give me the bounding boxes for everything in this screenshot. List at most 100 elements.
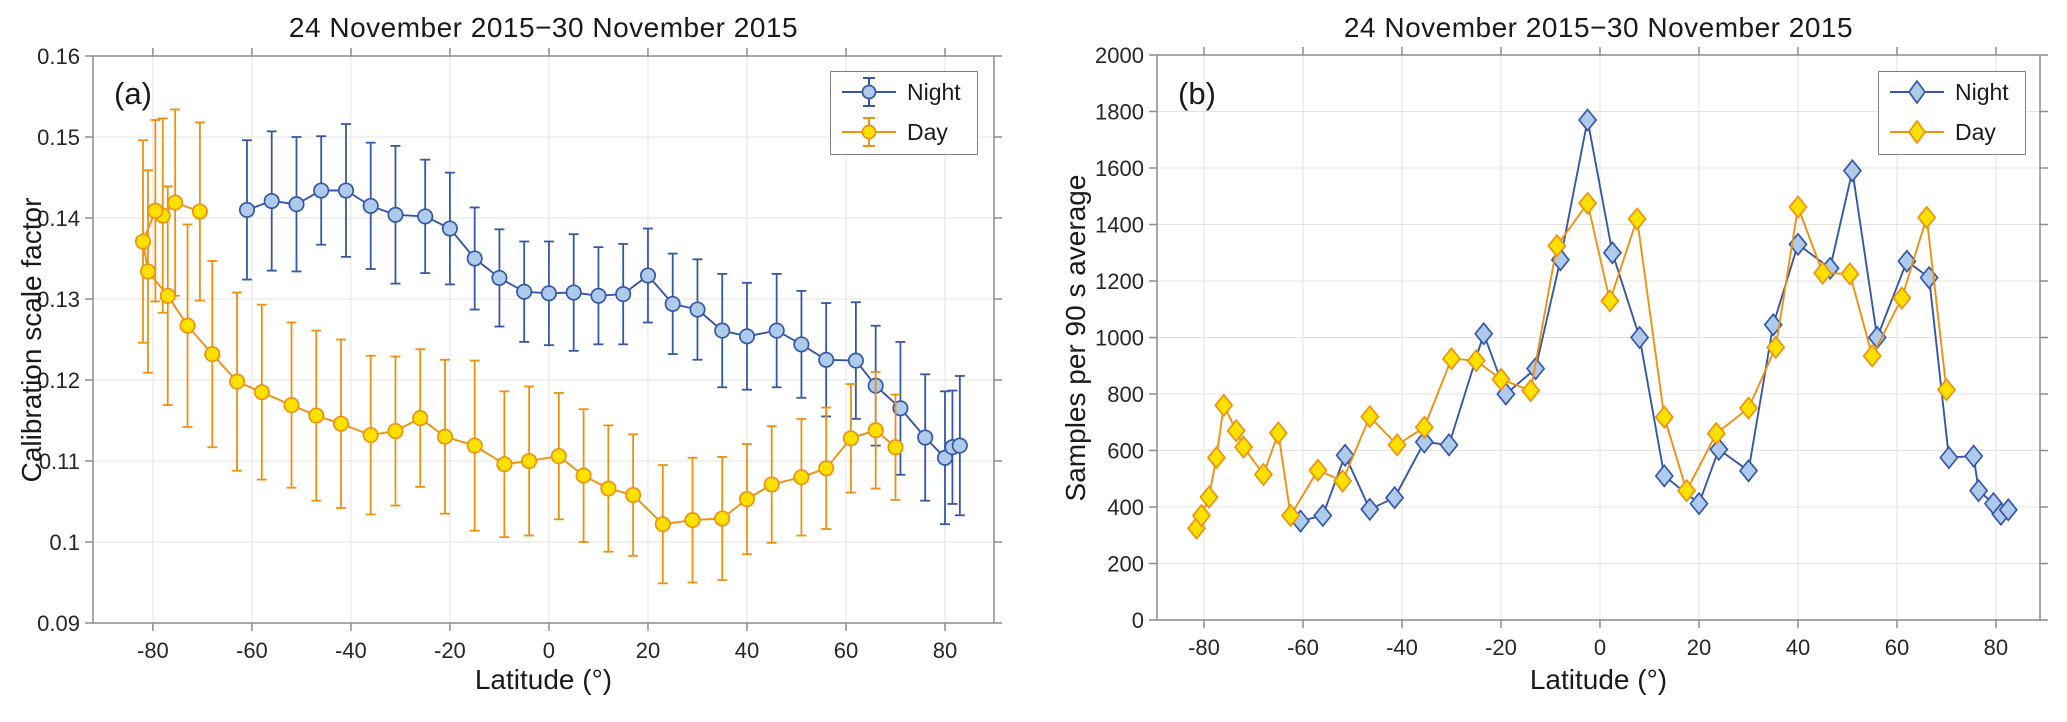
day-errorbar-symbol-icon bbox=[842, 117, 896, 147]
day-marker bbox=[1268, 421, 1288, 445]
night-marker bbox=[313, 182, 330, 199]
legend-night-label: Night bbox=[907, 78, 961, 105]
panel-a-yaxis-label: Calibration scale factor bbox=[16, 197, 47, 483]
day-line-symbol-icon bbox=[1890, 119, 1944, 145]
day-marker bbox=[1226, 418, 1246, 443]
day-marker bbox=[1253, 462, 1273, 487]
night-marker bbox=[1630, 325, 1650, 350]
y-tick-label: 0.14 bbox=[37, 206, 80, 231]
panel-a-xaxis-label: Latitude (°) bbox=[474, 664, 613, 695]
day-marker bbox=[600, 480, 617, 497]
series-night-line bbox=[1300, 119, 2009, 523]
day-marker bbox=[1547, 233, 1567, 258]
day-marker bbox=[229, 373, 246, 390]
day-marker bbox=[521, 452, 538, 470]
day-marker bbox=[793, 469, 810, 486]
day-marker bbox=[134, 233, 152, 250]
day-marker bbox=[1234, 435, 1254, 459]
day-marker bbox=[1491, 367, 1511, 392]
day-marker bbox=[496, 456, 513, 473]
legend-entry-night: Night bbox=[831, 72, 977, 112]
night-marker bbox=[466, 250, 483, 267]
tick-labels: -80 -60 -40 -20 0 20 40 60 800200400600800100012… bbox=[1095, 43, 2008, 660]
day-marker bbox=[308, 407, 325, 424]
night-marker bbox=[1763, 312, 1783, 337]
night-marker bbox=[1964, 444, 1984, 468]
day-marker bbox=[1892, 286, 1912, 310]
day-marker bbox=[412, 410, 429, 427]
y-tick-label: 0.09 bbox=[37, 611, 80, 636]
night-marker bbox=[847, 352, 864, 369]
day-marker bbox=[1466, 348, 1486, 373]
x-tick-label: -20 bbox=[434, 638, 466, 663]
night-marker bbox=[590, 287, 607, 304]
day-marker bbox=[1191, 503, 1212, 528]
y-tick-label: 1800 bbox=[1095, 100, 1144, 125]
series-day bbox=[134, 108, 904, 585]
day-marker bbox=[362, 427, 379, 444]
series-night bbox=[1290, 108, 2018, 533]
night-marker bbox=[387, 206, 404, 223]
day-marker bbox=[167, 194, 184, 211]
night-marker bbox=[516, 283, 533, 300]
y-tick-label: 1200 bbox=[1095, 269, 1144, 294]
day-marker bbox=[283, 397, 300, 414]
y-tick-label: 0.16 bbox=[37, 44, 80, 69]
day-marker bbox=[550, 448, 567, 465]
series-night bbox=[238, 123, 968, 526]
panel-a-plot: -80 -60 -40 -20 0 20 40 60 80 0.09 0.1 0.11 0.12 0.13… bbox=[37, 44, 1002, 663]
day-marker bbox=[1766, 335, 1786, 360]
x-tick-label: 40 bbox=[735, 638, 759, 663]
legend-entry-night: Night bbox=[1879, 72, 2025, 112]
night-marker bbox=[639, 267, 657, 284]
night-marker bbox=[1385, 485, 1405, 510]
day-marker bbox=[139, 263, 157, 280]
x-tick-label: 60 bbox=[1885, 635, 1909, 660]
x-tick-label: 0 bbox=[1594, 635, 1606, 660]
panel-a-label: (a) bbox=[114, 76, 152, 111]
day-marker bbox=[1677, 478, 1697, 503]
day-marker bbox=[1441, 346, 1462, 371]
day-marker bbox=[1862, 344, 1882, 368]
y-tick-label: 0.15 bbox=[37, 125, 80, 150]
night-marker bbox=[1709, 437, 1729, 462]
legend-day-label: Day bbox=[1955, 118, 1996, 145]
day-marker bbox=[1654, 405, 1674, 430]
y-tick-label: 0.13 bbox=[37, 287, 80, 312]
night-marker bbox=[362, 197, 379, 214]
night-marker bbox=[263, 192, 280, 210]
panel-b-label: (b) bbox=[1178, 76, 1216, 111]
night-marker bbox=[238, 201, 256, 218]
panel-a-title: 24 November 2015−30 November 2015 bbox=[288, 12, 799, 43]
day-marker bbox=[1917, 205, 1937, 230]
day-marker bbox=[818, 460, 835, 477]
day-marker bbox=[738, 491, 756, 508]
day-marker bbox=[867, 422, 884, 439]
night-errorbar-symbol-icon bbox=[842, 77, 896, 107]
day-marker bbox=[159, 287, 176, 304]
day-marker bbox=[1578, 191, 1598, 216]
day-marker bbox=[1214, 393, 1234, 418]
y-tick-label: 800 bbox=[1107, 382, 1144, 407]
y-tick-label: 1400 bbox=[1095, 213, 1144, 238]
x-tick-label: 80 bbox=[933, 638, 957, 663]
panel-b-legend: Night Day bbox=[1878, 71, 2026, 155]
day-marker bbox=[1627, 207, 1647, 231]
series-day bbox=[1187, 191, 1957, 541]
night-marker bbox=[714, 322, 731, 339]
night-marker bbox=[1335, 443, 1355, 468]
night-marker bbox=[664, 295, 681, 312]
tick-marks bbox=[85, 48, 1002, 631]
night-marker bbox=[1969, 478, 1989, 503]
day-marker bbox=[204, 346, 221, 363]
panel-a-legend: Night Day bbox=[830, 71, 978, 155]
day-marker bbox=[1308, 458, 1328, 483]
day-marker bbox=[191, 203, 208, 220]
x-tick-label: 40 bbox=[1786, 635, 1810, 660]
night-marker bbox=[1360, 497, 1380, 522]
night-marker bbox=[1602, 240, 1622, 265]
y-tick-label: 0 bbox=[1132, 608, 1144, 633]
legend-entry-day: Day bbox=[831, 112, 977, 152]
